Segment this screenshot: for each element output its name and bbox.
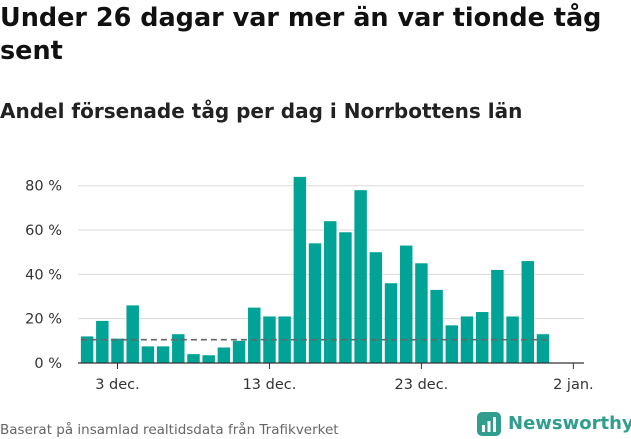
y-tick-label: 0 % [34,356,62,372]
y-tick-label: 60 % [25,223,62,239]
bar [232,340,246,363]
y-tick-label: 80 % [25,179,62,195]
bar [263,316,276,363]
bars [80,176,550,363]
bar [126,305,139,363]
x-axis-ticks: 3 dec. 13 dec. 23 dec. 2 jan. [95,363,594,393]
brand-name: Newsworthy [508,413,631,434]
bar [293,176,307,363]
x-tick-label: 3 dec. [95,377,140,393]
y-tick-label: 20 % [25,312,62,328]
bar [324,221,337,363]
x-tick-label: 2 jan. [553,377,594,393]
bar [217,347,231,363]
bar [248,307,261,363]
bar [521,261,535,363]
y-tick-label: 40 % [25,267,62,283]
bar [308,243,322,363]
bar [96,320,109,363]
bar [80,336,94,363]
bar [536,334,550,363]
brand-logo: Newsworthy [476,410,631,438]
bar [399,245,413,363]
chart-title: Under 26 dagar var mer än var tionde tåg… [0,3,602,66]
y-axis-ticks: 0 % 20 % 40 % 60 % 80 % [25,179,62,372]
source-note: Baserat på insamlad realtidsdata från Tr… [0,422,339,438]
bar [491,269,504,363]
bar [430,289,443,363]
newsworthy-logo-icon [477,412,501,436]
x-tick-label: 23 dec. [395,377,449,393]
bar [172,334,185,363]
bar [111,338,124,363]
bar [202,355,215,363]
bar [384,283,398,363]
bar [354,190,367,363]
chart-subtitle: Andel försenade tåg per dag i Norrbotten… [0,99,523,123]
bar [460,316,474,363]
bar [369,252,383,363]
bar [187,354,200,363]
bar [141,346,155,363]
bar [156,346,170,363]
bar [415,263,428,363]
bar [339,232,352,363]
bar-chart: 0 % 20 % 40 % 60 % 80 % 3 dec. 13 dec. 23 dec.… [25,176,594,393]
bar [475,312,489,363]
x-tick-label: 13 dec. [243,377,297,393]
bar [445,325,459,363]
